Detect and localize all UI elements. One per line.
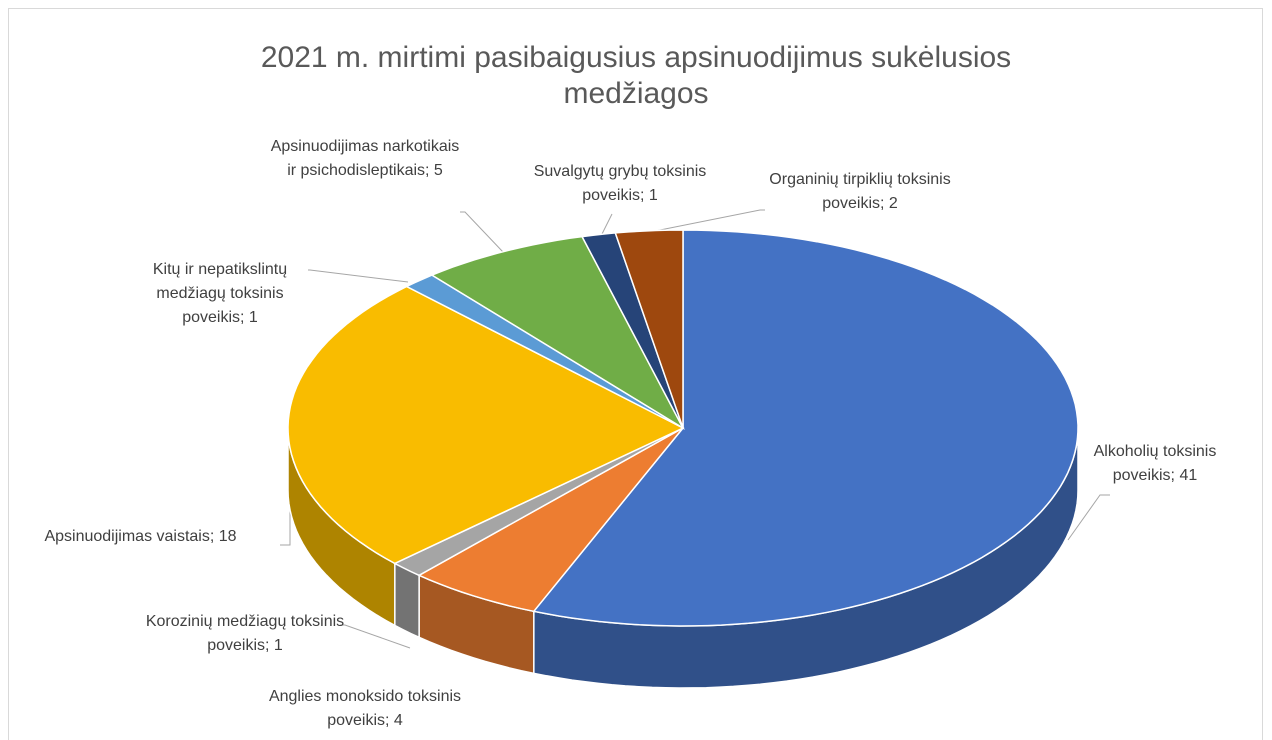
pie-slice	[417, 427, 684, 613]
leader-line	[649, 209, 765, 233]
leader-line	[1067, 494, 1110, 541]
chart-title: 2021 m. mirtimi pasibaigusius apsinuodij…	[260, 41, 1012, 110]
data-label: Kitų ir nepatikslintų medžiagų toksinis …	[152, 261, 288, 326]
data-label: Alkoholių toksinis poveikis; 41	[1093, 443, 1217, 484]
leader-line	[308, 269, 409, 283]
leader-line	[460, 211, 504, 253]
data-label: Anglies monoksido toksinis poveikis; 4	[268, 688, 462, 729]
chart-border	[8, 8, 1263, 740]
data-label: Organinių tirpiklių toksinis poveikis; 2	[769, 171, 951, 212]
pie-slice	[430, 235, 685, 431]
data-label: Korozinių medžiagų toksinis poveikis; 1	[145, 613, 345, 654]
data-label: Apsinuodijimas narkotikais ir psichodisl…	[270, 138, 460, 179]
pie-slice	[287, 285, 685, 565]
data-label: Apsinuodijimas vaistais; 18	[44, 528, 237, 545]
pie-tops	[287, 229, 1079, 627]
pie-slice	[614, 229, 684, 429]
pie-slice-side	[394, 562, 420, 639]
data-label: Suvalgytų grybų toksinis poveikis; 1	[533, 163, 707, 204]
leader-line	[340, 624, 411, 649]
leader-line	[600, 213, 613, 237]
pie-sides	[287, 427, 1079, 689]
pie-slice	[532, 229, 1079, 627]
